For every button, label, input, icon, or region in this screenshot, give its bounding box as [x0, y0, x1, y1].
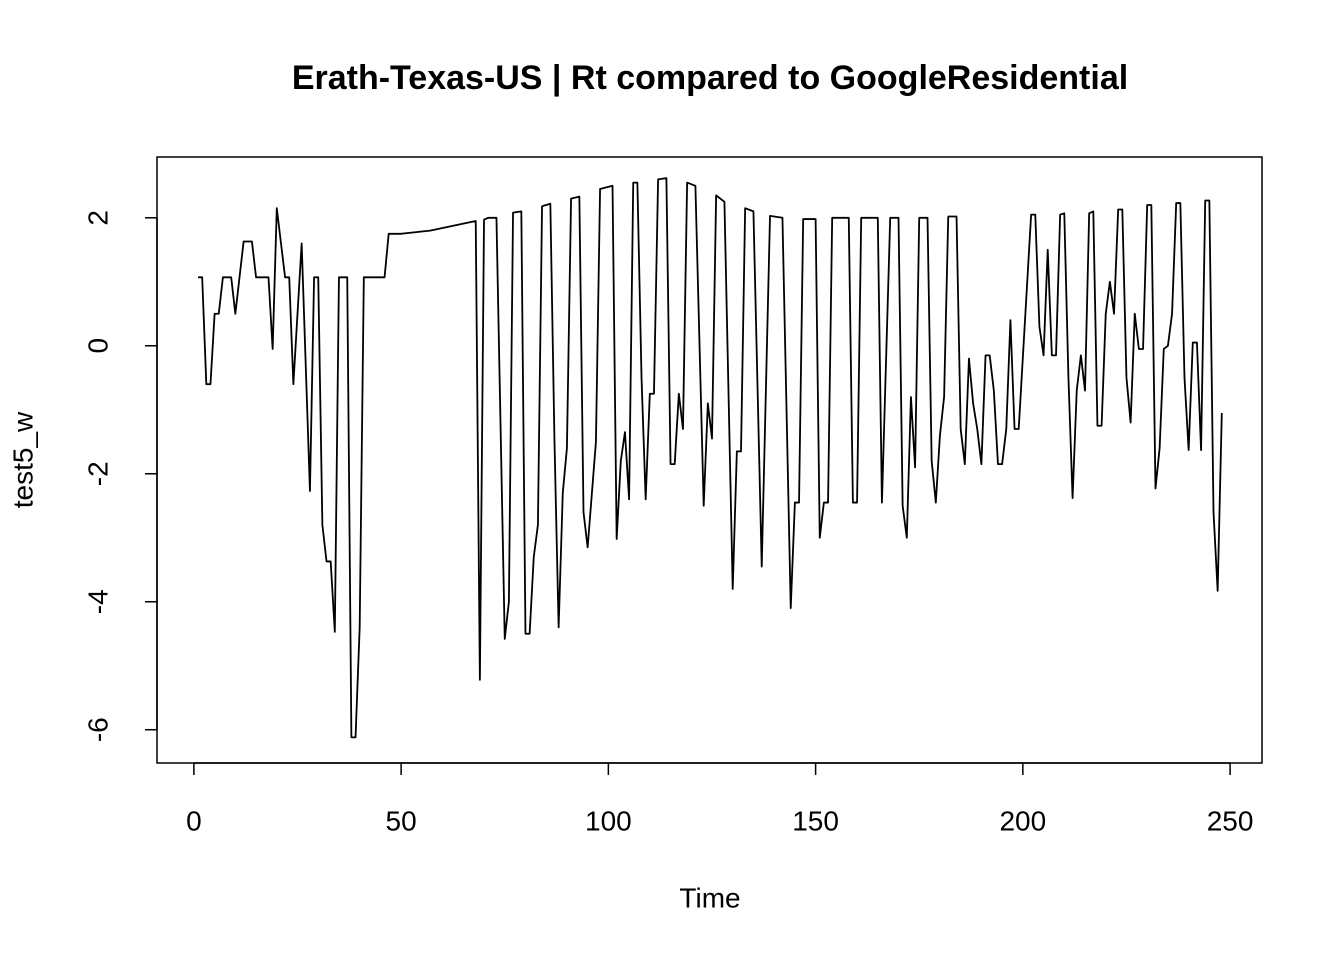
x-axis-label: Time [679, 882, 740, 913]
y-tick-label: -2 [82, 461, 113, 486]
y-tick-label: -4 [82, 589, 113, 614]
x-tick-label: 100 [585, 805, 632, 836]
x-tick-label: 0 [186, 805, 202, 836]
y-axis-label: test5_w [7, 411, 38, 508]
y-tick-label: 2 [82, 210, 113, 226]
y-tick-label: 0 [82, 338, 113, 354]
x-tick-label: 250 [1207, 805, 1254, 836]
x-tick-label: 200 [999, 805, 1046, 836]
chart-title: Erath-Texas-US | Rt compared to GoogleRe… [292, 59, 1128, 97]
y-tick-label: -6 [82, 717, 113, 742]
x-tick-label: 50 [386, 805, 417, 836]
data-line [198, 177, 1223, 739]
plot-frame [156, 156, 1263, 764]
x-tick-label: 150 [792, 805, 839, 836]
